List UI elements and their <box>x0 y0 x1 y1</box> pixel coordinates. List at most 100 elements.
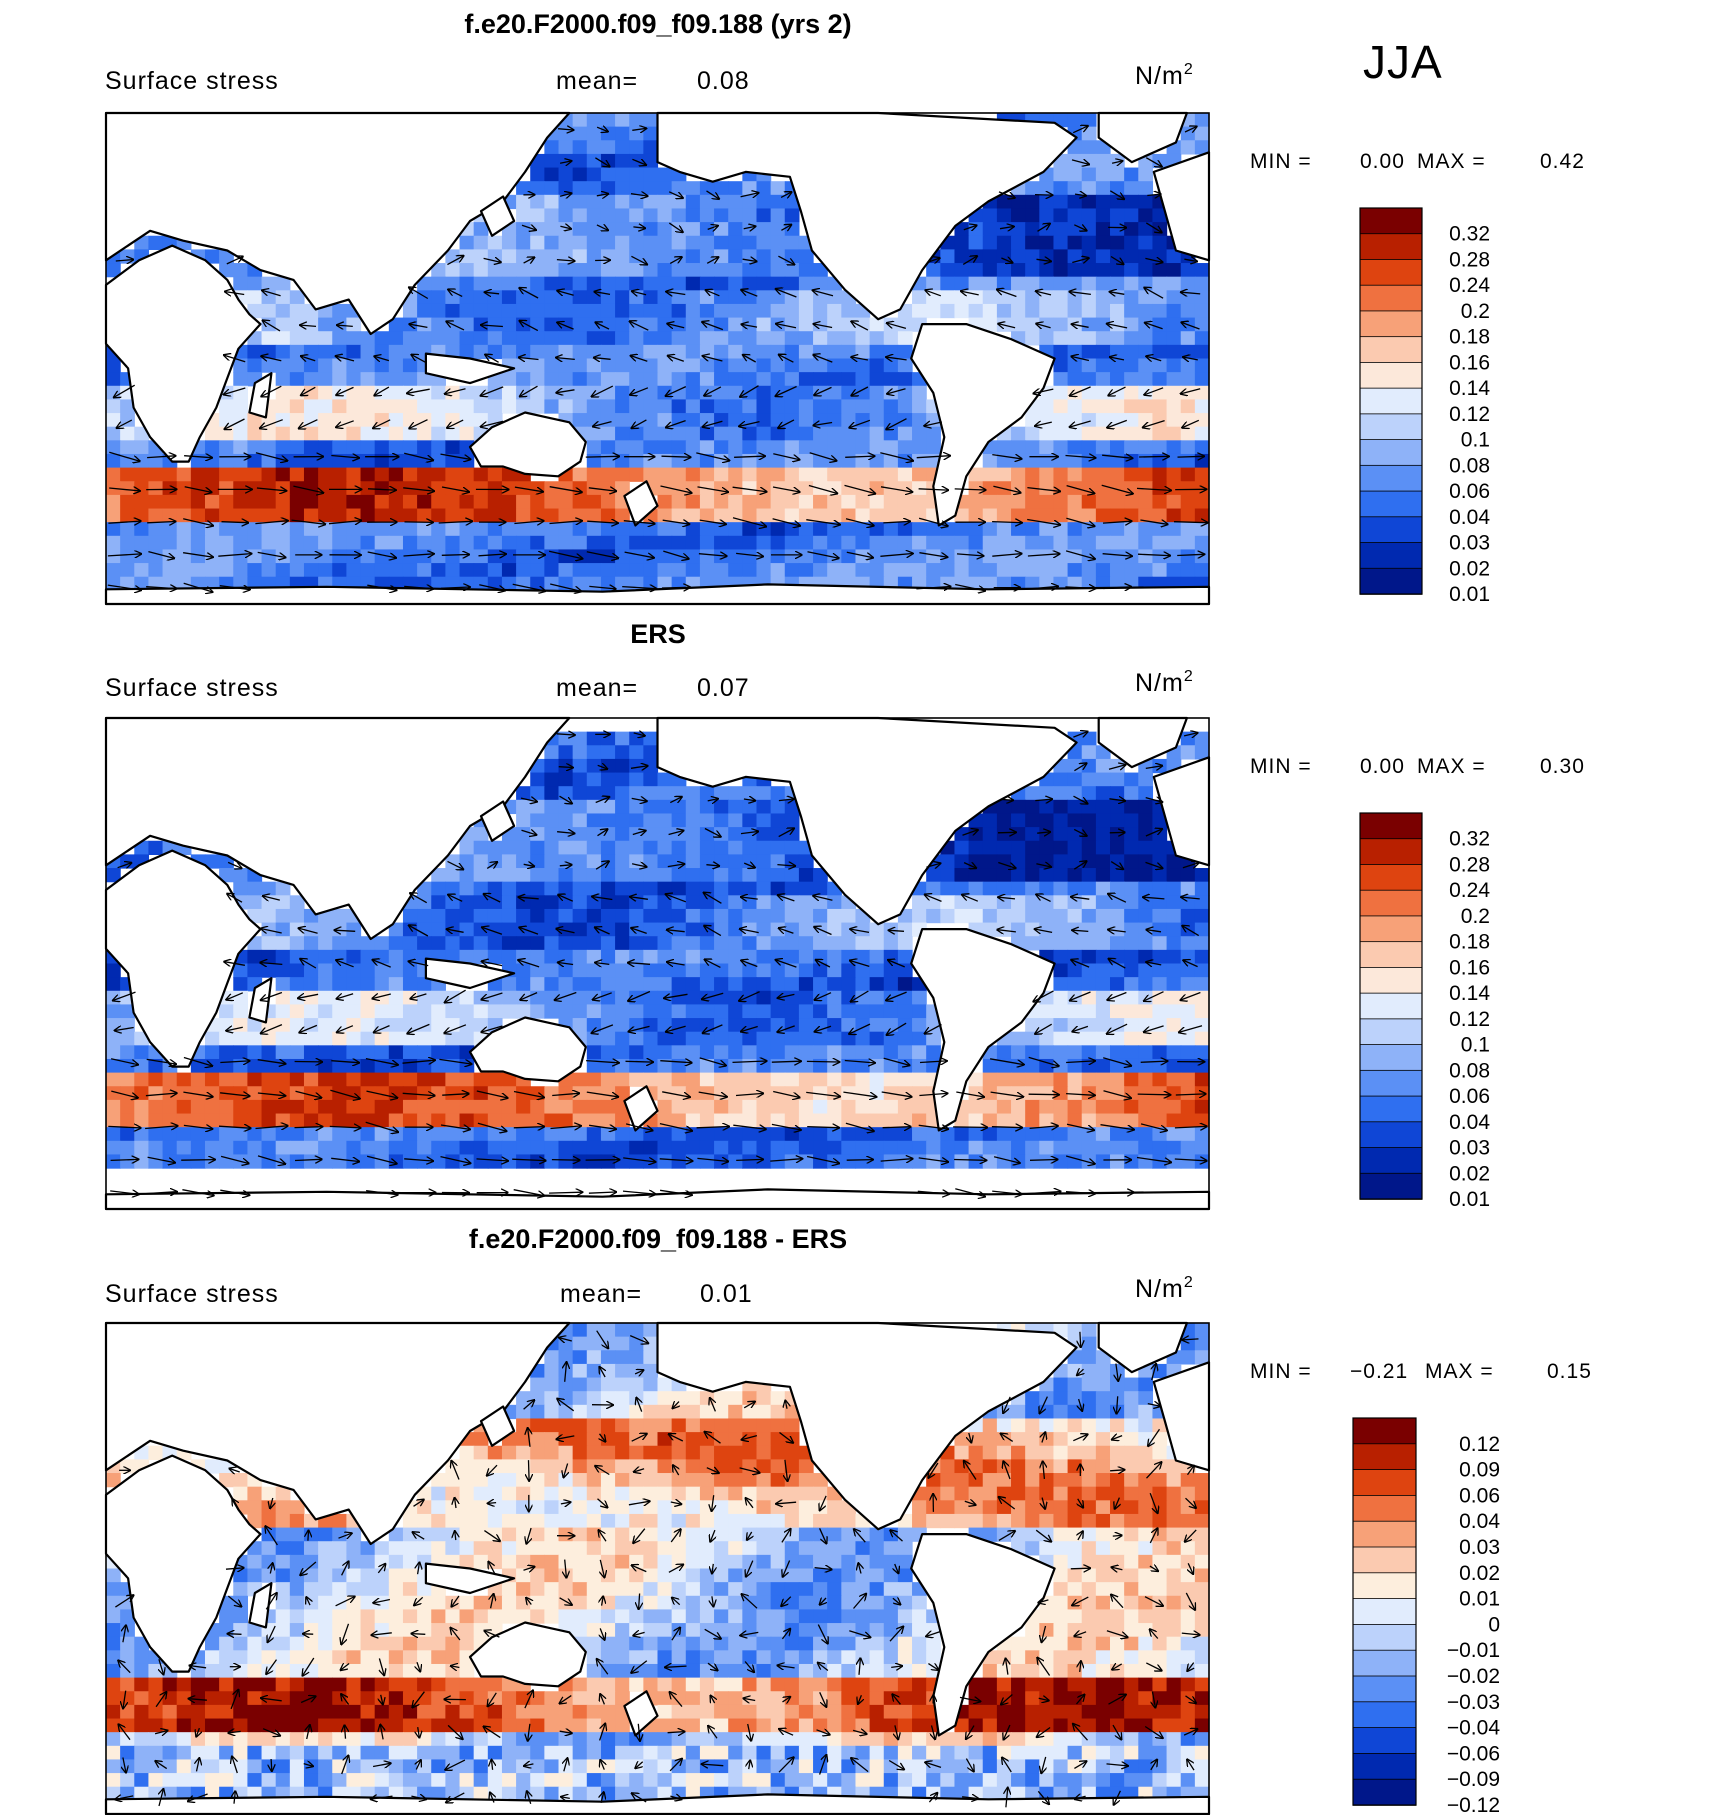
shading-cell <box>1068 1141 1083 1155</box>
shading-cell <box>898 549 913 563</box>
shading-cell <box>262 1514 277 1528</box>
shading-cell <box>516 1100 531 1114</box>
shading-cell <box>672 549 687 563</box>
shading-cell <box>1025 331 1040 345</box>
colorbar-tick-label: 0.01 <box>1449 583 1490 606</box>
shading-cell <box>247 1073 262 1087</box>
shading-cell <box>1195 1473 1210 1487</box>
shading-cell <box>516 563 531 577</box>
shading-cell <box>643 1141 658 1155</box>
shading-cell <box>431 549 446 563</box>
shading-cell <box>756 1100 771 1114</box>
panel-1-map <box>106 113 1210 604</box>
shading-cell <box>573 345 588 359</box>
shading-cell <box>163 1127 178 1141</box>
shading-cell <box>827 1004 842 1018</box>
shading-cell <box>587 509 602 523</box>
shading-cell <box>1167 290 1182 304</box>
colorbar-tick-label: 0.03 <box>1449 532 1490 555</box>
shading-cell <box>785 236 800 250</box>
shading-cell <box>771 372 786 386</box>
shading-cell <box>1039 1086 1054 1100</box>
shading-cell <box>177 536 192 550</box>
shading-cell <box>813 427 828 441</box>
shading-cell <box>431 1154 446 1168</box>
shading-cell <box>785 1100 800 1114</box>
shading-cell <box>1011 509 1026 523</box>
shading-cell <box>573 1378 588 1392</box>
shading-cell <box>530 1391 545 1405</box>
shading-cell <box>1039 1446 1054 1460</box>
shading-cell <box>714 813 729 827</box>
shading-cell <box>417 413 432 427</box>
shading-cell <box>870 563 885 577</box>
shading-cell <box>658 1500 673 1514</box>
shading-cell <box>700 195 715 209</box>
shading-cell <box>1039 1073 1054 1087</box>
shading-cell <box>262 1141 277 1155</box>
shading-cell <box>728 359 743 373</box>
shading-cell <box>1096 1032 1111 1046</box>
shading-cell <box>1181 509 1196 523</box>
shading-cell <box>262 964 277 978</box>
shading-cell <box>700 263 715 277</box>
shading-cell <box>106 413 121 427</box>
shading-cell <box>516 304 531 318</box>
shading-cell <box>1082 345 1097 359</box>
shading-cell <box>728 495 743 509</box>
shading-cell <box>276 331 291 345</box>
shading-cell <box>346 386 361 400</box>
shading-cell <box>884 1141 899 1155</box>
shading-cell <box>1025 841 1040 855</box>
shading-cell <box>474 854 489 868</box>
shading-cell <box>728 468 743 482</box>
shading-cell <box>318 522 333 536</box>
shading-cell <box>742 868 757 882</box>
shading-cell <box>375 536 390 550</box>
shading-cell <box>1167 331 1182 345</box>
shading-cell <box>728 304 743 318</box>
shading-cell <box>643 909 658 923</box>
shading-cell <box>827 1045 842 1059</box>
shading-cell <box>573 1073 588 1087</box>
shading-cell <box>1124 454 1139 468</box>
shading-cell <box>544 1405 559 1419</box>
shading-cell <box>375 481 390 495</box>
shading-cell <box>1096 168 1111 182</box>
shading-cell <box>686 318 701 332</box>
shading-cell <box>389 1045 404 1059</box>
shading-cell <box>544 773 559 787</box>
shading-cell <box>530 868 545 882</box>
shading-cell <box>304 427 319 441</box>
shading-cell <box>686 359 701 373</box>
shading-cell <box>1167 991 1182 1005</box>
shading-cell <box>290 1032 305 1046</box>
shading-cell <box>530 372 545 386</box>
shading-cell <box>799 454 814 468</box>
shading-cell <box>898 440 913 454</box>
shading-cell <box>870 936 885 950</box>
shading-cell <box>969 277 984 291</box>
shading-cell <box>601 745 616 759</box>
shading-cell <box>106 563 121 577</box>
shading-cell <box>573 813 588 827</box>
shading-cell <box>1053 1418 1068 1432</box>
shading-cell <box>1053 481 1068 495</box>
shading-cell <box>1152 1018 1167 1032</box>
shading-cell <box>544 1487 559 1501</box>
shading-cell <box>615 140 630 154</box>
shading-cell <box>912 1086 927 1100</box>
shading-cell <box>615 1528 630 1542</box>
shading-cell <box>658 786 673 800</box>
shading-cell <box>1195 732 1210 746</box>
shading-cell <box>1053 195 1068 209</box>
shading-cell <box>672 277 687 291</box>
shading-cell <box>134 563 149 577</box>
shading-cell <box>1039 549 1054 563</box>
shading-cell <box>559 249 574 263</box>
shading-cell <box>742 290 757 304</box>
shading-cell <box>346 936 361 950</box>
shading-cell <box>1181 549 1196 563</box>
shading-cell <box>700 495 715 509</box>
shading-cell <box>445 427 460 441</box>
